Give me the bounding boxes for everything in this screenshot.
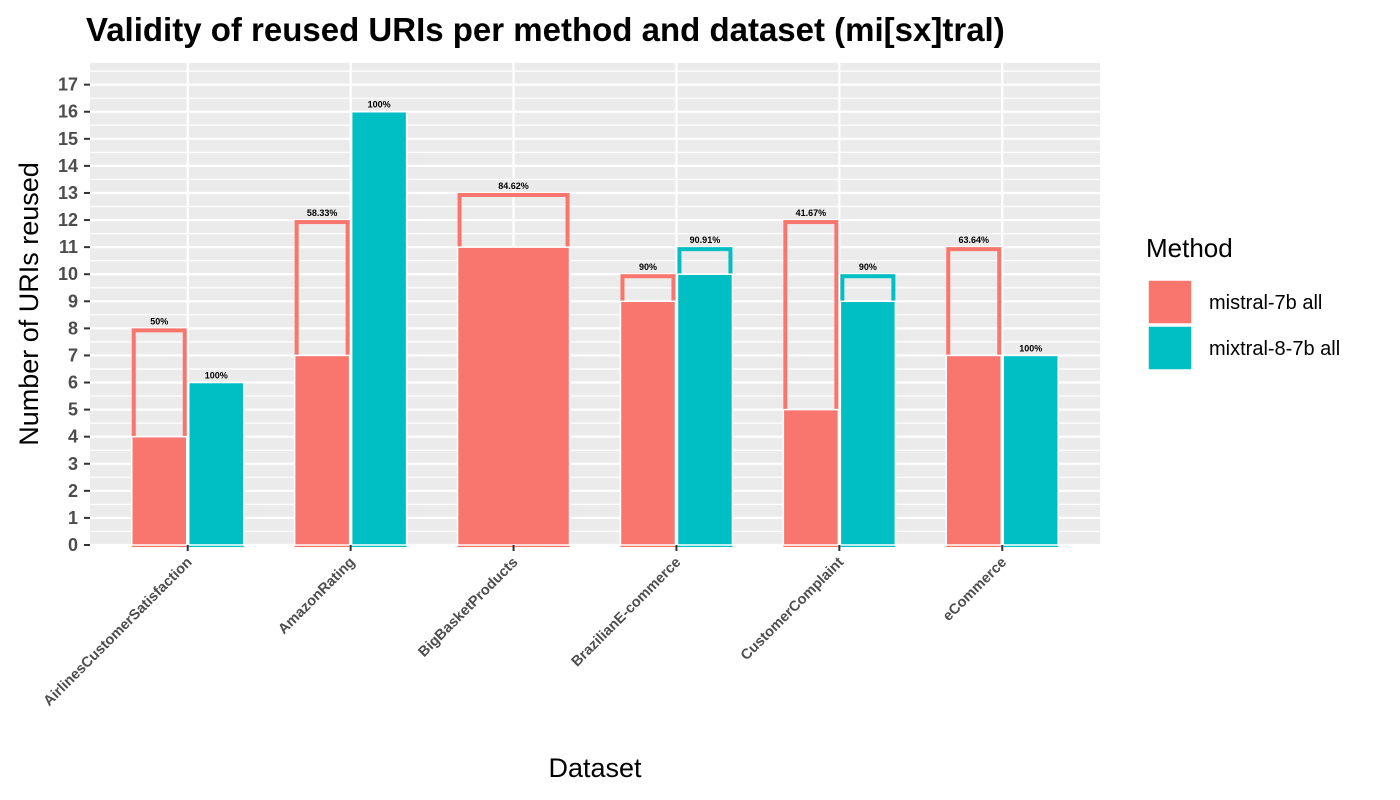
grid-lines	[90, 63, 1100, 547]
data-label: 50%	[150, 316, 168, 326]
legend-title: Method	[1146, 233, 1233, 263]
y-tick-label: 0	[68, 535, 78, 555]
data-label: 58.33%	[307, 208, 338, 218]
y-tick-label: 2	[68, 481, 78, 501]
y-tick-label: 3	[68, 454, 78, 474]
y-tick-label: 1	[68, 508, 78, 528]
x-tick-label: AirlinesCustomerSatisfaction	[41, 555, 196, 710]
x-tick-label: BigBasketProducts	[415, 555, 521, 661]
y-tick-label: 14	[58, 156, 78, 176]
y-tick-label: 5	[68, 400, 78, 420]
bar-valid	[130, 435, 188, 546]
legend-key	[1147, 279, 1193, 325]
data-label: 63.64%	[958, 235, 989, 245]
bar-valid	[187, 381, 245, 546]
y-tick-label: 15	[58, 129, 78, 149]
y-tick-label: 4	[68, 427, 78, 447]
legend-label: mistral-7b all	[1209, 292, 1322, 314]
bar-valid	[839, 300, 897, 546]
data-label: 100%	[368, 100, 391, 110]
legend-items: mistral-7b all mixtral-8-7b all	[1147, 279, 1340, 371]
bar-valid	[676, 273, 734, 546]
y-tick-label: 13	[58, 183, 78, 203]
data-label: 90%	[639, 262, 657, 272]
bars	[130, 110, 1060, 547]
data-label: 41.67%	[796, 208, 827, 218]
bar-valid	[293, 354, 351, 546]
y-tick-label: 12	[58, 210, 78, 230]
data-label: 84.62%	[498, 181, 529, 191]
data-label: 100%	[205, 371, 228, 381]
legend-label: mixtral-8-7b all	[1209, 338, 1340, 360]
bar-valid	[456, 246, 571, 546]
legend-key	[1147, 325, 1193, 371]
chart-title: Validity of reused URIs per method and d…	[86, 11, 1005, 48]
data-label: 90.91%	[690, 235, 721, 245]
y-tick-label: 11	[59, 237, 78, 257]
data-label: 100%	[1019, 343, 1042, 353]
y-tick-label: 16	[58, 102, 78, 122]
x-tick-label: BrazilianE-commerce	[569, 555, 685, 671]
y-tick-label: 6	[68, 373, 78, 393]
y-tick-label: 8	[68, 318, 78, 338]
x-tick-label: eCommerce	[940, 555, 1010, 625]
x-tick-label: CustomerComplaint	[738, 554, 847, 663]
bar-valid	[1002, 354, 1060, 546]
y-tick-label: 10	[58, 264, 78, 284]
data-label: 90%	[859, 262, 877, 272]
x-axis-title: Dataset	[548, 753, 642, 783]
y-tick-label: 7	[68, 345, 78, 365]
x-axis: AirlinesCustomerSatisfaction AmazonRating…	[41, 545, 1010, 709]
bar-valid	[619, 300, 677, 546]
bar-valid	[782, 408, 840, 546]
data-labels: 50% 100% 58.33% 100% 84.62% 90% 90.91% 41.67% 90…	[150, 100, 1042, 381]
y-axis-title: Number of URIs reused	[14, 162, 44, 446]
y-tick-label: 17	[58, 75, 78, 95]
legend: Method mistral-7b all mixtral-8-7b all	[1146, 233, 1340, 371]
x-tick-label: AmazonRating	[275, 555, 358, 638]
y-tick-label: 9	[68, 291, 78, 311]
bar-valid	[350, 110, 408, 546]
bar-valid	[945, 354, 1003, 546]
